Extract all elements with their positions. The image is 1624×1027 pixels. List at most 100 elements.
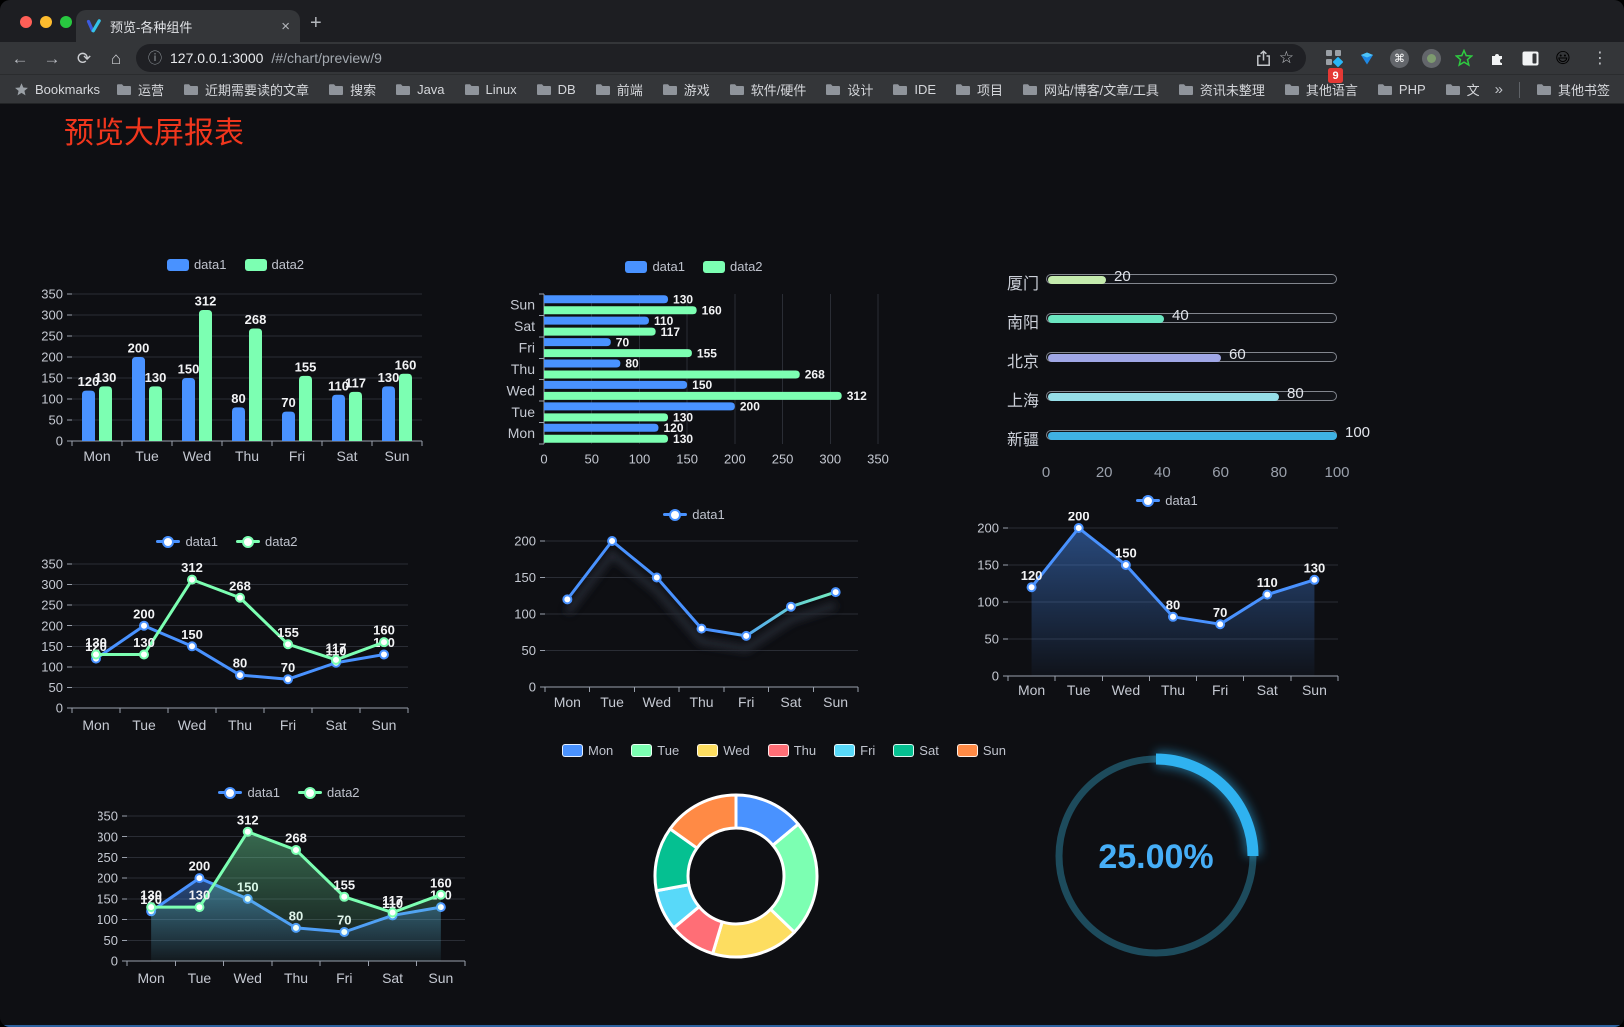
svg-text:70: 70 [1213, 605, 1227, 620]
legend-item-Mon[interactable]: Mon [562, 743, 613, 758]
bookmark-item-16[interactable]: 文件服务器 [1445, 80, 1479, 99]
svg-text:100: 100 [514, 607, 536, 622]
bookmark-item-15[interactable]: PHP [1377, 80, 1426, 99]
bookmark-item-8[interactable]: 软件/硬件 [729, 80, 806, 99]
bookmark-item-5[interactable]: DB [536, 80, 576, 99]
legend-item-data1[interactable]: data1 [156, 534, 218, 549]
traffic-lights [20, 16, 72, 28]
bookmark-item-11[interactable]: 项目 [955, 80, 1003, 99]
legend-item-Sun[interactable]: Sun [956, 743, 1006, 759]
gauge-chart: 25.00% [1038, 737, 1278, 977]
svg-text:150: 150 [692, 378, 712, 392]
svg-text:312: 312 [237, 812, 259, 827]
svg-text:200: 200 [41, 618, 63, 633]
legend-label: data1 [247, 785, 280, 801]
svg-text:0: 0 [540, 452, 547, 467]
svg-text:117: 117 [326, 640, 347, 655]
bookmark-item-4[interactable]: Linux [464, 80, 517, 99]
maximize-window-button[interactable] [60, 16, 72, 28]
svg-text:155: 155 [295, 359, 317, 374]
bookmarks-overflow-icon[interactable]: » [1494, 81, 1503, 98]
svg-text:130: 130 [145, 370, 167, 385]
legend-item-data1[interactable]: data1 [166, 257, 227, 272]
svg-text:110: 110 [382, 896, 403, 911]
ext-puzzle-icon[interactable] [1487, 48, 1507, 68]
browser-toolbar: ← → ⟳ ⌂ ⓘ 127.0.0.1:3000 /#/chart/preview… [0, 42, 1624, 83]
svg-text:200: 200 [1068, 512, 1090, 524]
legend-item-data1[interactable]: data1 [663, 507, 725, 522]
forward-icon[interactable]: → [43, 48, 61, 68]
progress-fill [1048, 432, 1337, 440]
site-info-icon[interactable]: ⓘ [148, 50, 162, 66]
legend-item-data1[interactable]: data1 [625, 259, 685, 274]
svg-text:250: 250 [98, 850, 118, 865]
home-icon[interactable]: ⌂ [110, 48, 122, 68]
bookmark-item-2[interactable]: 搜索 [328, 80, 376, 99]
svg-text:150: 150 [41, 371, 63, 386]
svg-text:Mon: Mon [83, 448, 110, 464]
legend-marker-icon [242, 535, 254, 548]
legend-item-Sat[interactable]: Sat [893, 743, 939, 758]
svg-text:Sun: Sun [1302, 682, 1327, 698]
menu-button[interactable]: ⋮ [1592, 50, 1608, 67]
legend-item-Wed[interactable]: Wed [697, 743, 750, 758]
bookmark-item-13[interactable]: 资讯未整理 [1178, 80, 1265, 99]
svg-text:268: 268 [805, 368, 825, 382]
tab-close-icon[interactable]: × [281, 17, 290, 35]
svg-text:Sun: Sun [823, 694, 848, 710]
bookmark-item-3[interactable]: Java [395, 80, 445, 99]
legend-item-data2[interactable]: data2 [298, 785, 360, 800]
folder-icon [117, 84, 132, 95]
gradient-line-chart: data1 0 50 100 150 200 Mon Tue Wed Thu Fri Sat Sun [498, 500, 890, 716]
dashboard-page: 预览大屏报表 data1 data2 0 50 100 150 200 250 300 350 Mo… [0, 104, 1624, 1027]
legend-item-Tue[interactable]: Tue [631, 743, 679, 758]
chart-legend: data1 data2 [38, 533, 416, 551]
bookmark-item-1[interactable]: 近期需要读的文章 [183, 80, 309, 99]
bookmarks-root[interactable]: Bookmarks [14, 82, 100, 97]
ext-command-icon[interactable]: ⌘ [1390, 48, 1409, 68]
close-window-button[interactable] [20, 16, 32, 28]
minimize-window-button[interactable] [40, 16, 52, 28]
bookmark-item-0[interactable]: 运营 [116, 80, 164, 99]
reload-icon[interactable]: ⟳ [76, 48, 92, 68]
legend-item-data1[interactable]: data1 [218, 785, 280, 800]
horizontal-bar-chart: data1 data2 0 50 100 150 200 250 300 350 Mon Tue Wed… [498, 254, 890, 472]
bookmark-item-12[interactable]: 网站/博客/文章/工具 [1022, 80, 1159, 99]
share-icon[interactable] [1256, 49, 1271, 67]
svg-text:50: 50 [985, 632, 999, 647]
back-icon[interactable]: ← [11, 48, 29, 68]
legend-item-Thu[interactable]: Thu [767, 743, 816, 758]
svg-text:300: 300 [41, 577, 63, 592]
legend-item-data2[interactable]: data2 [244, 257, 304, 272]
svg-text:130: 130 [133, 635, 155, 650]
ext-emoji-icon[interactable]: 😃 [1555, 49, 1571, 67]
ext-star-icon[interactable] [1454, 48, 1474, 68]
bookmarks-label: Bookmarks [35, 82, 101, 97]
ext-gem-icon[interactable] [1357, 48, 1377, 68]
bookmark-item-6[interactable]: 前端 [595, 80, 643, 99]
bookmark-item-9[interactable]: 设计 [825, 80, 873, 99]
legend-label: Sun [982, 743, 1006, 759]
legend-item-Fri[interactable]: Fri [834, 743, 875, 758]
ext-sidepanel-icon[interactable] [1520, 48, 1540, 68]
chart-canvas: 0 50 100 150 200 250 300 350 Mon Tue Wed Thu Fri Sat S… [98, 809, 466, 986]
bookmark-item-14[interactable]: 其他语言 [1284, 80, 1358, 99]
browser-tab[interactable]: 预览-各种组件 × [76, 10, 300, 42]
bookmark-item-7[interactable]: 游戏 [662, 80, 710, 99]
chart-canvas: 0 50 100 150 200 Mon Tue Wed Thu Fri Sat Sun [514, 534, 859, 710]
ext-record-icon[interactable] [1422, 48, 1441, 68]
svg-text:0: 0 [56, 701, 63, 716]
legend-item-data2[interactable]: data2 [703, 259, 763, 274]
svg-text:150: 150 [41, 639, 63, 654]
legend-item-data2[interactable]: data2 [236, 534, 298, 549]
bookmark-star-icon[interactable]: ☆ [1278, 48, 1294, 67]
url-bar[interactable]: ⓘ 127.0.0.1:3000 /#/chart/preview/9 ☆ [136, 44, 1306, 72]
legend-item-data1[interactable]: data1 [1136, 493, 1198, 508]
ext-grid-icon[interactable]: 9 [1324, 48, 1344, 83]
other-bookmarks[interactable]: 其他书签 [1536, 80, 1610, 99]
svg-text:Sun: Sun [510, 297, 535, 313]
axis-tick-label: 20 [1095, 464, 1113, 481]
bookmark-item-10[interactable]: IDE [892, 80, 936, 99]
svg-text:Sun: Sun [372, 717, 397, 733]
new-tab-button[interactable]: + [310, 12, 322, 34]
